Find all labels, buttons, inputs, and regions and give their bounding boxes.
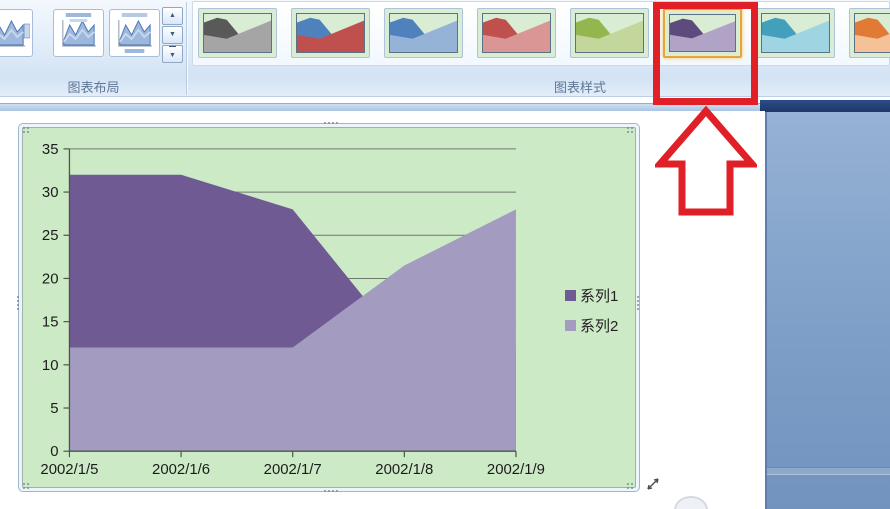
style-preview [482,13,551,53]
chart-legend[interactable]: 系列1 系列2 [565,284,618,344]
slide-background-band [767,467,890,475]
x-tick-label: 2002/1/6 [152,462,210,478]
chart-style-thumbnail-2[interactable] [291,8,370,58]
series-area-2 [69,209,516,452]
y-tick-label: 15 [42,315,59,331]
chart-style-thumbnail-6[interactable] [663,8,742,58]
gallery-more-button[interactable]: ▼ [162,45,183,63]
resize-handle-bottom-right[interactable] [627,483,633,489]
legend-label: 系列2 [580,317,619,335]
legend-entry-1[interactable]: 系列1 [565,284,618,306]
chart-styles-gallery [192,0,890,66]
x-tick-label: 2002/1/7 [264,462,322,478]
chart-layout-thumbnail-1[interactable] [0,9,33,57]
gallery-scrollbar: ▲ ▼ ▼ [162,7,183,63]
chart-style-thumbnail-8[interactable] [849,8,890,58]
gallery-scroll-down-button[interactable]: ▼ [162,26,183,44]
chart-style-thumbnail-4[interactable] [477,8,556,58]
window-divider [0,103,764,111]
legend-swatch [565,319,576,331]
y-tick-label: 0 [50,444,58,460]
legend-entry-2[interactable]: 系列2 [565,314,618,336]
gallery-scroll-up-button[interactable]: ▲ [162,7,183,25]
ribbon-edge [0,97,890,103]
slide-background-panel [765,112,890,509]
resize-handle-top-left[interactable] [23,127,29,133]
x-axis-labels: 2002/1/5 2002/1/6 2002/1/7 2002/1/8 2002/1/9 [40,451,545,478]
y-axis-labels: 0 5 10 15 20 25 30 35 [42,142,70,460]
y-tick-label: 25 [42,228,59,244]
resize-handle-top[interactable] [324,122,338,124]
x-tick-label: 2002/1/5 [40,462,98,478]
chart-style-thumbnail-1[interactable] [198,8,277,58]
ribbon-border [0,96,890,97]
style-preview [761,13,830,53]
resize-handle-right[interactable] [637,296,639,310]
y-tick-label: 5 [50,401,58,417]
down-arrow-icon: ▼ [169,31,176,38]
resize-handle-bottom-left[interactable] [23,483,29,489]
style-preview [575,13,644,53]
y-tick-label: 30 [42,185,59,201]
up-arrow-icon: ▲ [169,12,176,19]
legend-label: 系列1 [580,287,619,305]
chart-style-thumbnail-3[interactable] [384,8,463,58]
style-preview [296,13,365,53]
resize-cursor-icon [647,478,659,490]
chart-area[interactable]: 0 5 10 15 20 25 30 35 2002/1/5 2002/1/6 2002/1/7 20… [22,127,636,488]
annotation-highlight-box [653,2,758,105]
annotation-up-arrow-icon [655,106,757,216]
chart-style-thumbnail-7[interactable] [756,8,835,58]
chart-styles-group-label: 图表样式 [553,80,606,95]
resize-handle-top-right[interactable] [627,127,633,133]
style-preview [203,13,272,53]
group-separator [186,2,187,95]
gallery-more-icon: ▼ [169,46,176,64]
style-preview [854,13,890,53]
x-tick-label: 2002/1/9 [487,462,545,478]
y-tick-label: 10 [42,358,59,374]
style-preview [389,13,458,53]
x-tick-label: 2002/1/8 [375,462,433,478]
chart-object[interactable]: 0 5 10 15 20 25 30 35 2002/1/5 2002/1/6 2002/1/7 20… [17,122,659,492]
chart-layout-group-label: 图表布局 [67,80,120,95]
style-preview [669,14,736,52]
chart-layout-thumbnail-3[interactable] [109,9,160,57]
chart-layout-thumbnail-2[interactable] [53,9,104,57]
resize-handle-bottom[interactable] [324,490,338,492]
y-tick-label: 35 [42,142,59,158]
y-tick-label: 20 [42,271,59,287]
chart-style-thumbnail-5[interactable] [570,8,649,58]
chart-layout-group [0,0,186,78]
ribbon: ▲ ▼ ▼ 图表布局 图表样式 [0,0,890,103]
resize-handle-left[interactable] [17,296,19,310]
legend-swatch [565,289,576,301]
